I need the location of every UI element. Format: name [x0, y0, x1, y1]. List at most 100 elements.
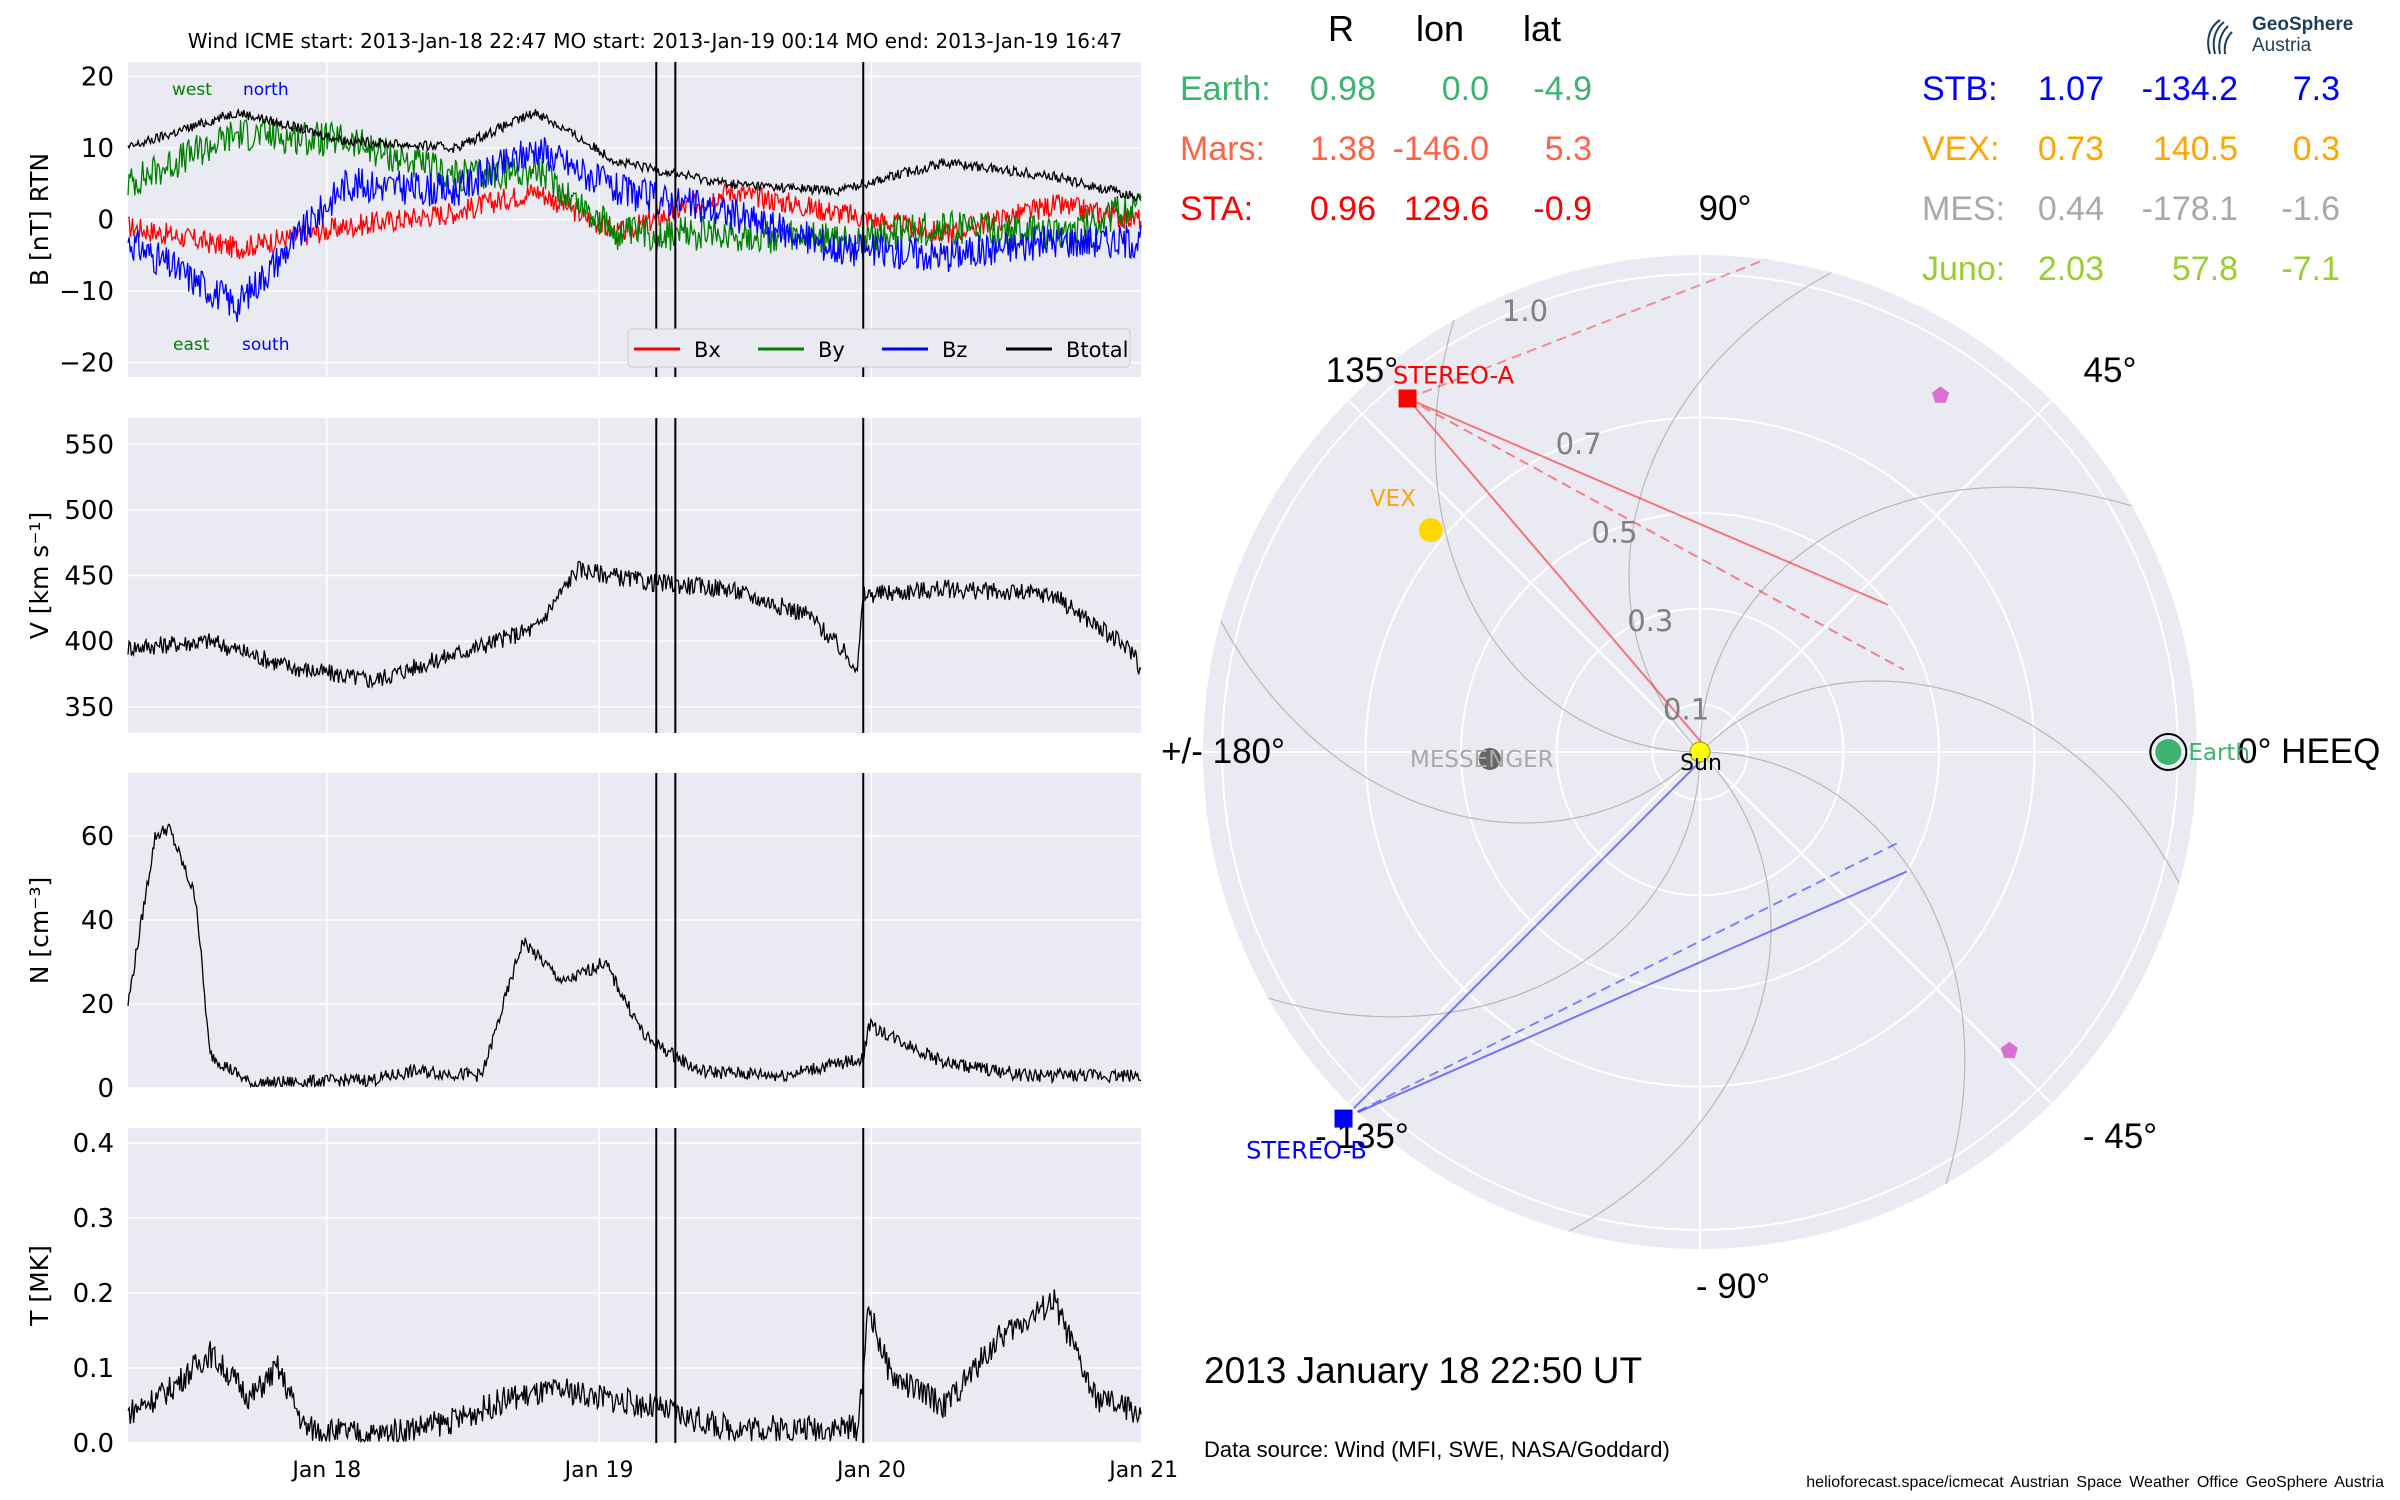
radial-label-0.1: 0.1	[1663, 693, 1709, 727]
y-tick-label: 20	[81, 62, 114, 92]
table-mes-name: MES:	[1922, 190, 2006, 228]
annotation-north: north	[243, 80, 289, 100]
annotation-east: east	[173, 335, 210, 355]
table-stb-lon: -134.2	[2141, 70, 2238, 108]
spiral-line	[1678, 751, 1966, 1249]
y-tick-label: 60	[81, 822, 114, 852]
y-tick-label: 40	[81, 906, 114, 936]
logo-icon	[2207, 19, 2233, 55]
legend-label: By	[818, 338, 845, 362]
fov-line	[1407, 397, 1889, 606]
angle-label: - 45°	[2083, 1117, 2157, 1156]
table-stb-name: STB:	[1922, 70, 1998, 108]
panel-2: 350 400 450 500 550 V [km s⁻¹]	[25, 418, 1145, 733]
table-sta-name: STA:	[1180, 190, 1254, 228]
panel-1: −20 −10 0 10 20 B [nT] RTN Bx By Bz Btotal west nor…	[25, 62, 1145, 379]
table-sta-lon: 129.6	[1403, 190, 1489, 228]
col-header-r: R	[1328, 8, 1354, 49]
table-sta-r: 0.96	[1309, 190, 1376, 228]
y-tick-label: 20	[81, 990, 114, 1020]
angular-gridline	[1347, 751, 1701, 1105]
angle-label: - 90°	[1696, 1267, 1770, 1306]
legend-label: Btotal	[1066, 338, 1128, 362]
plot-datetime: 2013 January 18 22:50 UT	[1204, 1350, 1643, 1391]
y-tick-label: 0.1	[73, 1354, 114, 1384]
stereo-b-label: STEREO-B	[1246, 1137, 1367, 1165]
y-tick-label: 0.2	[73, 1279, 114, 1309]
legend: Bx By Bz Btotal	[627, 328, 1131, 368]
stereo-b-marker	[1334, 1109, 1353, 1128]
legend-box	[627, 328, 1131, 368]
sun-label: Sun	[1680, 751, 1722, 776]
table-vex-name: VEX:	[1922, 130, 2000, 168]
x-tick-label: Jan 18	[290, 1458, 361, 1483]
angle-label: 45°	[2084, 351, 2137, 390]
table-vex-r: 0.73	[2037, 130, 2104, 168]
y-tick-label: 550	[64, 430, 114, 460]
table-vex-lon: 140.5	[2152, 130, 2238, 168]
spiral-line	[1699, 486, 2197, 774]
y-tick-label: 0.3	[73, 1204, 114, 1234]
y-tick-label: 0	[97, 206, 114, 236]
angle-label: 90°	[1699, 189, 1752, 228]
table-mes-lat: -1.6	[2281, 190, 2340, 228]
series-line-bz	[127, 137, 1142, 323]
angle-label: +/- 180°	[1161, 732, 1285, 771]
credit-line: helioforecast.space/icmecat Austrian Spa…	[1806, 1474, 2384, 1491]
table-mars-lon: -146.0	[1392, 130, 1489, 168]
table-juno-r: 2.03	[2037, 250, 2104, 288]
y-tick-label: 450	[64, 562, 114, 592]
stereo-a-label: STEREO-A	[1393, 362, 1515, 390]
table-vex-lat: 0.3	[2292, 130, 2340, 168]
radial-label-1.0: 1.0	[1502, 294, 1548, 328]
series-line-by	[127, 118, 1142, 255]
table-sta-lat: -0.9	[1533, 190, 1592, 228]
fov-line	[1342, 751, 1711, 1120]
spiral-line	[1706, 680, 2197, 1249]
spiral-line	[1434, 255, 1722, 753]
insitu-title: Wind ICME start: 2013-Jan-18 22:47 MO st…	[188, 29, 1122, 53]
fov-line-dashed	[1343, 840, 1902, 1120]
series-line-btotal	[127, 107, 1142, 203]
y-tick-label: 350	[64, 693, 114, 723]
y-axis-label: B [nT] RTN	[25, 153, 54, 286]
radial-label-0.3: 0.3	[1627, 604, 1673, 638]
table-juno-lon: 57.8	[2171, 250, 2238, 288]
table-mars-name: Mars:	[1180, 130, 1265, 168]
series-line-v	[127, 560, 1142, 689]
y-tick-label: 400	[64, 627, 114, 657]
y-axis-label: T [MK]	[25, 1245, 54, 1327]
y-axis-label: N [cm⁻³]	[25, 877, 54, 984]
mars-marker	[2000, 1041, 2018, 1059]
fov-line	[1406, 397, 1711, 753]
panel-4: 0.0 0.1 0.2 0.3 0.4 Jan 18 Jan 19 Jan 20 Jan 21 T…	[25, 1128, 1178, 1483]
angular-gridline	[1347, 399, 1701, 753]
table-stb-lat: 7.3	[2292, 70, 2340, 108]
spiral-line	[1203, 255, 1694, 824]
polar-plot: 0.1 0.3 0.5 0.7 1.0 90° 45° 0° HEEQ - 45° - 90° - …	[1161, 189, 2380, 1306]
table-earth-lat: -4.9	[1533, 70, 1592, 108]
stereo-a-marker	[1398, 389, 1417, 408]
angle-label: 0° HEEQ	[2238, 732, 2380, 771]
earth-ring	[2149, 733, 2188, 771]
vex-marker	[1418, 518, 1443, 543]
y-tick-label: −10	[59, 277, 114, 307]
angle-label: - 135°	[1315, 1117, 1409, 1156]
logo-name: GeoSphere	[2252, 14, 2354, 35]
col-header-lon: lon	[1416, 8, 1465, 49]
angle-label: 135°	[1326, 351, 1398, 390]
geosphere-logo: GeoSphere Austria	[2202, 12, 2372, 62]
messenger-label: MESSENGER	[1410, 747, 1554, 773]
panel-3: 0 20 40 60 N [cm⁻³]	[25, 773, 1145, 1104]
table-earth-r: 0.98	[1309, 70, 1376, 108]
x-tick-label: Jan 21	[1107, 1458, 1178, 1483]
x-tick-label: Jan 20	[835, 1458, 906, 1483]
insitu-panels: −20 −10 0 10 20 B [nT] RTN Bx By Bz Btotal west nor…	[25, 62, 1178, 1483]
earth-label: Earth	[2188, 740, 2250, 766]
legend-label: Bz	[942, 338, 967, 362]
radial-label-0.7: 0.7	[1556, 427, 1602, 461]
y-axis-label: V [km s⁻¹]	[25, 512, 54, 640]
col-header-lat: lat	[1523, 8, 1562, 49]
table-mars-r: 1.38	[1309, 130, 1376, 168]
panel-background	[128, 773, 1141, 1088]
